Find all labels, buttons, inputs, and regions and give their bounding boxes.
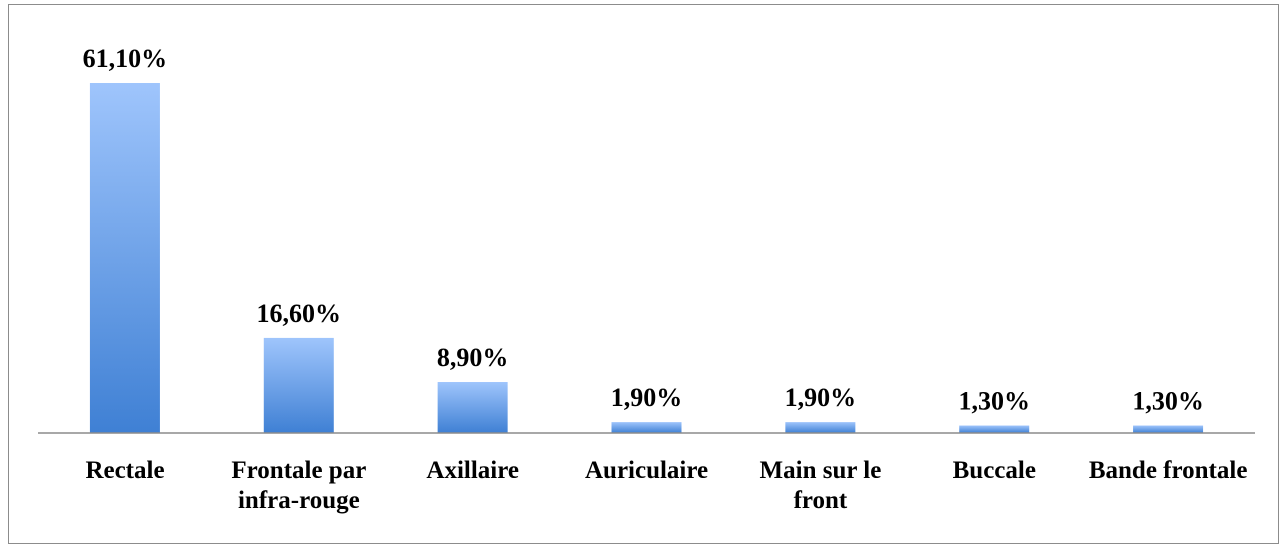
x-tick-label: Rectale xyxy=(85,457,165,484)
x-tick-label: Axillaire xyxy=(426,457,519,484)
x-tick-label: Main sur le front xyxy=(759,457,882,514)
data-label: 8,90% xyxy=(437,343,509,372)
data-label: 1,90% xyxy=(611,383,683,412)
bar xyxy=(785,422,856,433)
bar xyxy=(611,422,682,433)
data-label: 61,10% xyxy=(83,44,168,73)
x-tick-label: Frontale par infra-rouge xyxy=(231,457,367,514)
data-label: 16,60% xyxy=(257,299,342,328)
x-tick-label: Auriculaire xyxy=(584,457,709,484)
data-label: 1,30% xyxy=(1132,387,1204,416)
data-label: 1,90% xyxy=(785,383,857,412)
bar xyxy=(437,382,508,433)
data-label: 1,30% xyxy=(958,387,1030,416)
x-tick-label: Bande frontale xyxy=(1088,457,1248,484)
bar xyxy=(1133,425,1204,433)
bar xyxy=(89,83,160,433)
bar xyxy=(959,425,1030,433)
bar xyxy=(263,337,334,433)
x-tick-label: Buccale xyxy=(952,457,1036,484)
